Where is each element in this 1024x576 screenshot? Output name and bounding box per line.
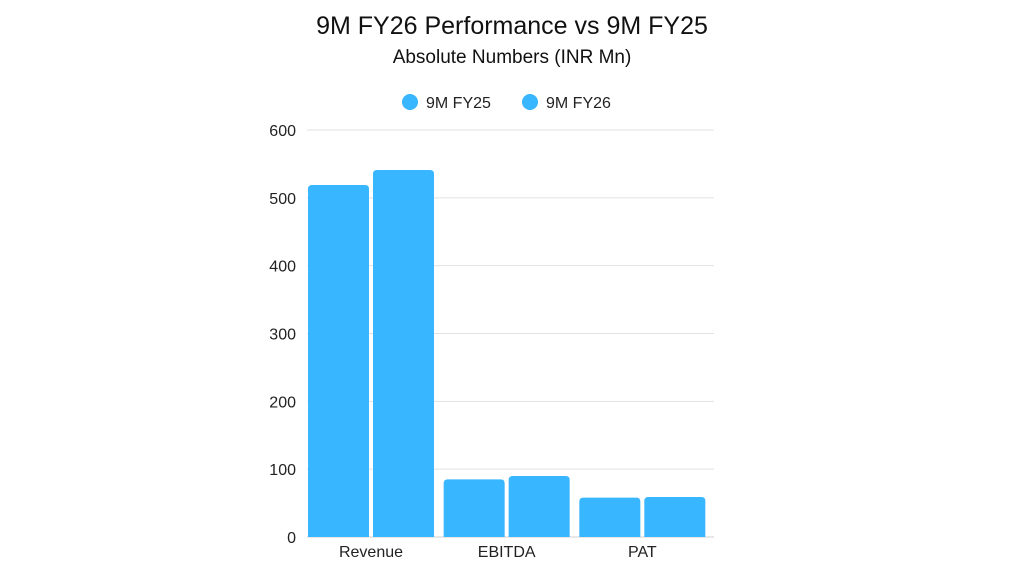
y-tick-label: 600 bbox=[269, 123, 296, 140]
x-tick-label: EBITDA bbox=[478, 544, 536, 561]
bar-ebitda-9m-fy26 bbox=[508, 475, 570, 537]
y-tick-label: 0 bbox=[287, 530, 296, 547]
bar-revenue-9m-fy26 bbox=[373, 170, 434, 537]
chart-subtitle: Absolute Numbers (INR Mn) bbox=[392, 47, 632, 68]
bar-revenue-9m-fy25 bbox=[308, 184, 369, 537]
bar-ebitda-9m-fy25 bbox=[443, 479, 505, 537]
x-tick-label: PAT bbox=[628, 544, 657, 561]
bar-pat-9m-fy26 bbox=[644, 496, 706, 537]
x-tick-label: Revenue bbox=[339, 544, 403, 561]
y-tick-label: 100 bbox=[269, 462, 296, 479]
y-tick-label: 200 bbox=[269, 394, 296, 411]
y-tick-label: 500 bbox=[269, 191, 296, 208]
bar-pat-9m-fy25 bbox=[579, 497, 641, 537]
legend-label: 9M FY26 bbox=[546, 95, 611, 112]
y-tick-label: 400 bbox=[269, 259, 296, 276]
legend-marker bbox=[402, 94, 418, 110]
legend-label: 9M FY25 bbox=[426, 95, 491, 112]
legend-marker bbox=[522, 94, 538, 110]
y-tick-label: 300 bbox=[269, 327, 296, 344]
chart-title: 9M FY26 Performance vs 9M FY25 bbox=[316, 12, 708, 40]
